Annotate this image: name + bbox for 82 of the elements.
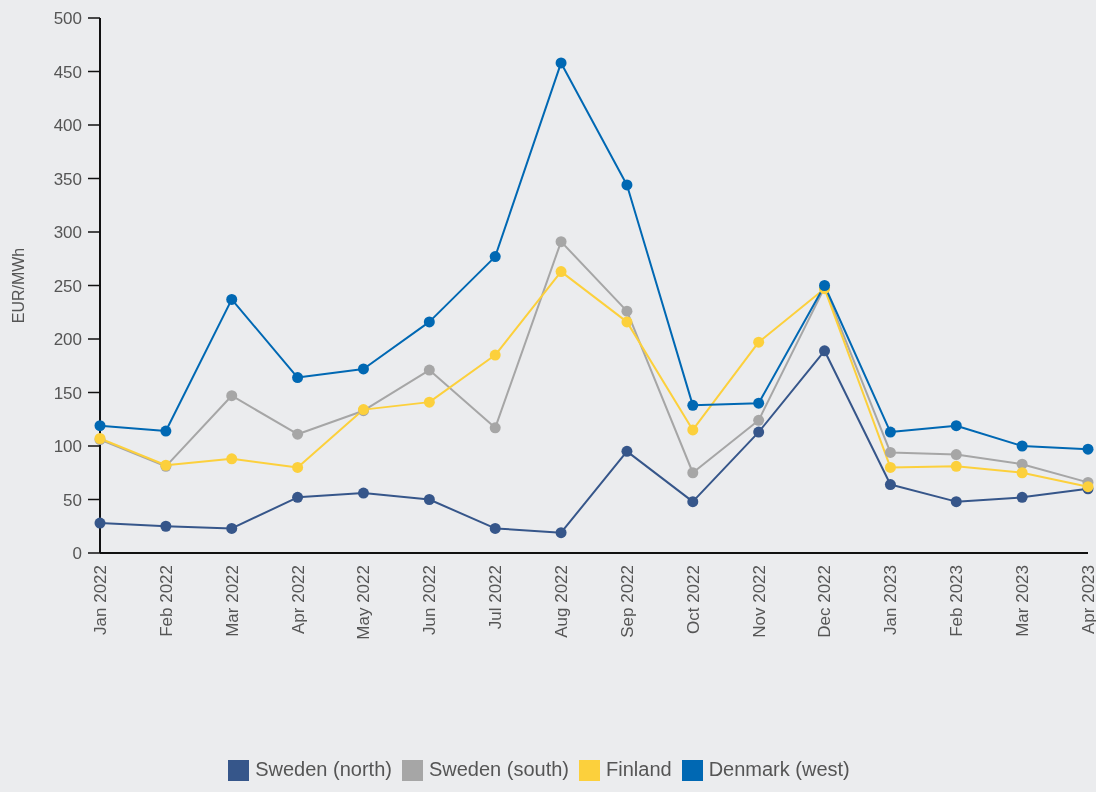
point <box>819 345 831 357</box>
point <box>555 527 567 539</box>
point <box>292 461 304 473</box>
point <box>687 496 699 508</box>
point <box>489 251 501 263</box>
point <box>489 422 501 434</box>
point <box>555 57 567 69</box>
point <box>753 426 765 438</box>
point <box>226 293 238 305</box>
x-tick-label: Mar 2023 <box>1013 565 1033 637</box>
point <box>160 425 172 437</box>
y-tick-label: 200 <box>53 330 82 350</box>
point <box>226 453 238 465</box>
point <box>884 461 896 473</box>
point <box>1016 491 1028 503</box>
point <box>94 517 106 529</box>
legend-label: Sweden (north) <box>255 758 392 780</box>
x-tick-label: Jun 2022 <box>420 565 440 635</box>
x-tick-label: Feb 2023 <box>947 565 967 637</box>
point <box>489 349 501 361</box>
point <box>1016 440 1028 452</box>
point <box>621 305 633 317</box>
point <box>555 266 567 278</box>
y-tick-label: 450 <box>53 62 82 82</box>
y-tick-label: 150 <box>53 383 82 403</box>
y-tick-label: 300 <box>53 223 82 243</box>
y-tick-label: 400 <box>53 116 82 136</box>
point <box>226 522 238 534</box>
point <box>1082 443 1094 455</box>
x-tick-label: Sep 2022 <box>617 565 637 638</box>
y-tick-label: 250 <box>53 276 82 296</box>
point <box>950 420 962 432</box>
point <box>753 414 765 426</box>
point <box>1016 467 1028 479</box>
point <box>753 336 765 348</box>
y-tick-label: 0 <box>72 544 82 564</box>
point <box>884 446 896 458</box>
point <box>292 491 304 503</box>
legend-label: Sweden (south) <box>428 758 570 780</box>
x-tick-label: Apr 2022 <box>288 565 308 634</box>
point <box>160 520 172 532</box>
point <box>555 236 567 248</box>
point <box>94 420 106 432</box>
point <box>621 316 633 328</box>
legend-label: Denmark (west) <box>708 758 850 780</box>
point <box>621 179 633 191</box>
point <box>226 390 238 402</box>
point <box>292 372 304 384</box>
y-tick-label: 500 <box>53 9 82 29</box>
x-tick-label: Dec 2022 <box>815 565 835 638</box>
x-tick-label: Mar 2022 <box>222 565 242 637</box>
x-tick-label: Feb 2022 <box>156 565 176 637</box>
y-tick-label: 50 <box>63 490 82 510</box>
point <box>423 396 435 408</box>
x-tick-label: Nov 2022 <box>749 565 769 638</box>
x-tick-label: Jul 2022 <box>486 565 506 630</box>
y-tick-label: 100 <box>53 437 82 457</box>
x-tick-label: Aug 2022 <box>552 565 572 638</box>
point <box>753 397 765 409</box>
point <box>884 426 896 438</box>
point <box>950 460 962 472</box>
x-tick-label: May 2022 <box>354 565 374 640</box>
point <box>423 494 435 505</box>
point <box>621 445 633 457</box>
legend-label: Finland <box>606 758 672 780</box>
point <box>687 399 699 411</box>
x-tick-label: Jan 2023 <box>881 565 901 635</box>
y-tick-label: 350 <box>53 169 82 189</box>
x-tick-label: Oct 2022 <box>683 565 703 634</box>
point <box>884 479 896 491</box>
point <box>687 467 699 479</box>
point <box>357 487 369 499</box>
point <box>687 424 699 436</box>
point <box>357 363 369 375</box>
y-axis-title: EUR/MWh <box>9 247 27 324</box>
point <box>950 449 962 461</box>
point <box>950 496 962 508</box>
point <box>292 428 304 440</box>
x-tick-label: Jan 2022 <box>90 565 110 635</box>
point <box>423 364 435 376</box>
point <box>489 522 501 534</box>
point <box>423 316 435 328</box>
